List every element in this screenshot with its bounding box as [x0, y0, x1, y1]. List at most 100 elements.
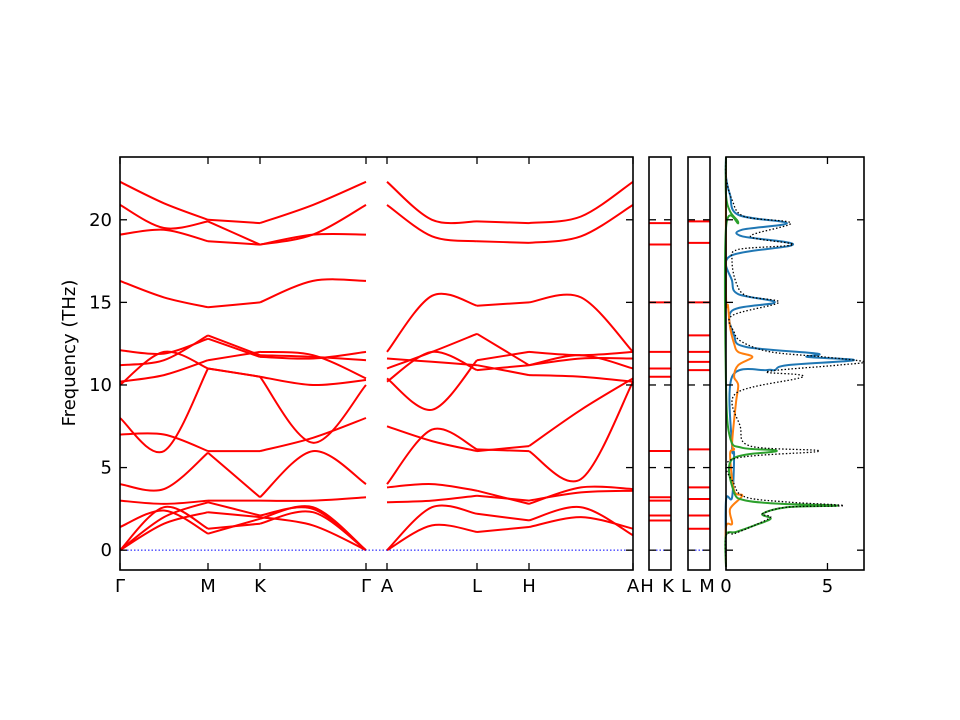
x-tick-label: Γ: [115, 576, 125, 597]
band-line: [386, 523, 478, 552]
band-line: [528, 516, 634, 530]
band-line: [119, 359, 209, 383]
band-line: [207, 240, 261, 246]
band-line: [259, 350, 367, 360]
band-line: [119, 368, 209, 454]
dos-curve-dos_3: [723, 156, 839, 567]
x-tick-label: H: [522, 576, 536, 597]
band-line: [207, 220, 261, 246]
band-line: [119, 432, 209, 453]
data-layer: [119, 156, 865, 567]
tick-marks: [119, 157, 864, 570]
band-line: [259, 510, 367, 552]
x-tick-label: K: [254, 576, 267, 597]
band-line: [207, 367, 261, 378]
band-line: [528, 180, 634, 225]
y-tick-label: 15: [89, 292, 112, 313]
x-tick-label: L: [681, 576, 691, 597]
band-line: [119, 451, 209, 492]
band-line: [207, 218, 261, 225]
band-panel-narrow-frame: [687, 156, 711, 571]
band-line: [386, 425, 478, 453]
band-line: [119, 337, 209, 356]
band-line: [207, 334, 261, 357]
band-line: [528, 374, 634, 383]
band-panel-narrow-frame: [648, 156, 672, 571]
band-line: [119, 501, 209, 551]
band-line: [259, 417, 367, 453]
band-line: [476, 445, 530, 453]
band-line: [259, 375, 367, 387]
band-line: [528, 204, 634, 244]
band-line: [207, 337, 261, 358]
y-tick-label: 5: [101, 458, 112, 479]
x-tick-label: K: [662, 576, 675, 597]
band-line: [528, 489, 634, 502]
band-line: [207, 501, 261, 517]
band-line: [119, 505, 209, 551]
x-tick-label: H: [640, 576, 654, 597]
x-tick-label: 5: [822, 576, 833, 597]
band-line: [476, 220, 530, 225]
band-line: [207, 511, 261, 519]
band-line: [119, 228, 209, 243]
band-line: [528, 354, 634, 370]
band-line: [119, 511, 209, 552]
axes-frames: [119, 156, 865, 571]
band-line: [259, 450, 367, 499]
band-line: [259, 505, 367, 551]
band-line: [386, 359, 478, 411]
y-axis-label: Frequency (THz): [59, 280, 80, 427]
x-tick-label: 0: [720, 576, 731, 597]
dos-curve-dos_total: [724, 156, 865, 567]
band-line: [259, 376, 367, 444]
dos-panel-frame: [725, 156, 865, 571]
band-line: [119, 334, 209, 367]
band-line: [476, 240, 530, 244]
band-line: [476, 332, 530, 367]
x-tick-label: M: [699, 576, 715, 597]
y-tick-label: 10: [89, 375, 112, 396]
band-line: [386, 504, 478, 551]
band-line: [476, 448, 530, 453]
x-tick-label: A: [381, 576, 394, 597]
band-line: [259, 516, 367, 552]
band-line: [476, 350, 530, 362]
band-line: [476, 364, 530, 372]
x-tick-label: A: [627, 576, 640, 597]
band-line: [528, 377, 634, 447]
band-line: [528, 381, 634, 483]
band-line: [259, 354, 367, 362]
band-line: [207, 451, 261, 499]
band-line: [386, 483, 478, 492]
band-line: [386, 494, 478, 504]
band-line: [386, 181, 478, 225]
dos-curve-dos_2: [724, 156, 754, 567]
band-line: [528, 357, 634, 367]
dos-curve-dos_1: [724, 156, 855, 567]
band-line: [528, 505, 634, 537]
band-line: [386, 427, 478, 485]
band-line: [207, 517, 261, 535]
band-line: [476, 526, 530, 533]
x-tick-label: L: [472, 576, 482, 597]
band-line: [386, 204, 478, 243]
band-panel-main-frame: [119, 156, 634, 571]
band-line: [259, 278, 367, 304]
band-line: [476, 489, 530, 505]
y-tick-label: 0: [101, 540, 112, 561]
band-line: [207, 350, 261, 362]
band-line: [259, 496, 367, 502]
band-line: [119, 499, 209, 505]
band-line: [476, 364, 530, 377]
band-line: [119, 204, 209, 230]
band-line: [476, 301, 530, 307]
band-line: [259, 180, 367, 225]
band-line: [207, 301, 261, 309]
x-tick-label: M: [200, 576, 216, 597]
band-line: [119, 180, 209, 221]
band-line: [386, 332, 478, 370]
band-line: [386, 292, 478, 353]
band-line: [528, 485, 634, 505]
